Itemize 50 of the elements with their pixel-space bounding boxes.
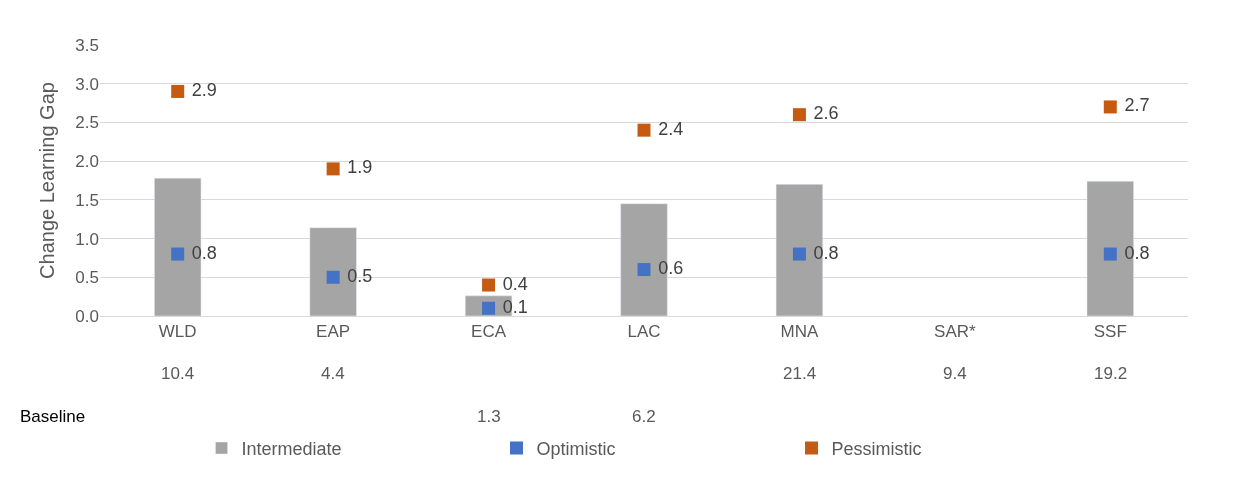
data-label: 0.4 — [497, 273, 528, 294]
text: 21.4 — [783, 364, 817, 383]
x-tick-label: EAP — [316, 322, 351, 342]
data-label: 1.9 — [342, 157, 373, 178]
data-label: 0.5 — [342, 265, 373, 286]
point — [171, 247, 185, 261]
y-tick-label: 2.5 — [75, 113, 99, 133]
point — [1103, 247, 1117, 261]
point — [792, 247, 806, 261]
x-tick-label: LAC — [627, 322, 661, 342]
text: 9.4 — [943, 364, 967, 383]
data-label: 0.6 — [653, 258, 684, 279]
y-tick-label: 3.5 — [75, 35, 99, 55]
text: 4.4 — [321, 364, 345, 383]
point — [637, 123, 651, 137]
x-tick-label: SAR* — [934, 322, 977, 342]
point — [1103, 100, 1117, 114]
point — [326, 162, 340, 176]
data-label: 0.8 — [1119, 242, 1150, 263]
text: 10.4 — [161, 364, 195, 383]
legend-label: Optimistic — [536, 439, 616, 460]
data-label: 2.9 — [186, 79, 217, 100]
data-label: 2.4 — [653, 118, 684, 139]
point — [171, 84, 185, 98]
y-tick-label: 1.0 — [75, 229, 99, 249]
text: 1.3 — [477, 407, 501, 426]
data-label: 0.8 — [808, 242, 839, 263]
text: 19.2 — [1094, 364, 1128, 383]
x-tick-label: SSF — [1093, 322, 1127, 342]
y-tick-label: 3.0 — [75, 74, 99, 94]
point — [792, 108, 806, 122]
data-label: 2.6 — [808, 103, 839, 124]
x-tick-label: WLD — [158, 322, 197, 342]
text: 6.2 — [632, 407, 656, 426]
x-tick-label: MNA — [780, 322, 819, 342]
y-tick-label: 1.5 — [75, 190, 99, 210]
point — [482, 278, 496, 292]
data-label: 0.1 — [497, 296, 528, 317]
y-tick-label: 2.0 — [75, 152, 99, 172]
y-tick-label: 0.0 — [75, 306, 99, 326]
y-axis-title: Change Learning Gap — [35, 82, 58, 279]
data-label: 2.7 — [1119, 95, 1150, 116]
text: Baseline — [20, 407, 86, 426]
point — [326, 270, 340, 284]
y-tick-label: 0.5 — [75, 268, 99, 288]
data-label: 0.8 — [186, 242, 217, 263]
x-tick-label: ECA — [471, 322, 507, 342]
point — [637, 263, 651, 277]
legend-label: Intermediate — [241, 439, 342, 460]
legend-label: Pessimistic — [831, 439, 922, 460]
